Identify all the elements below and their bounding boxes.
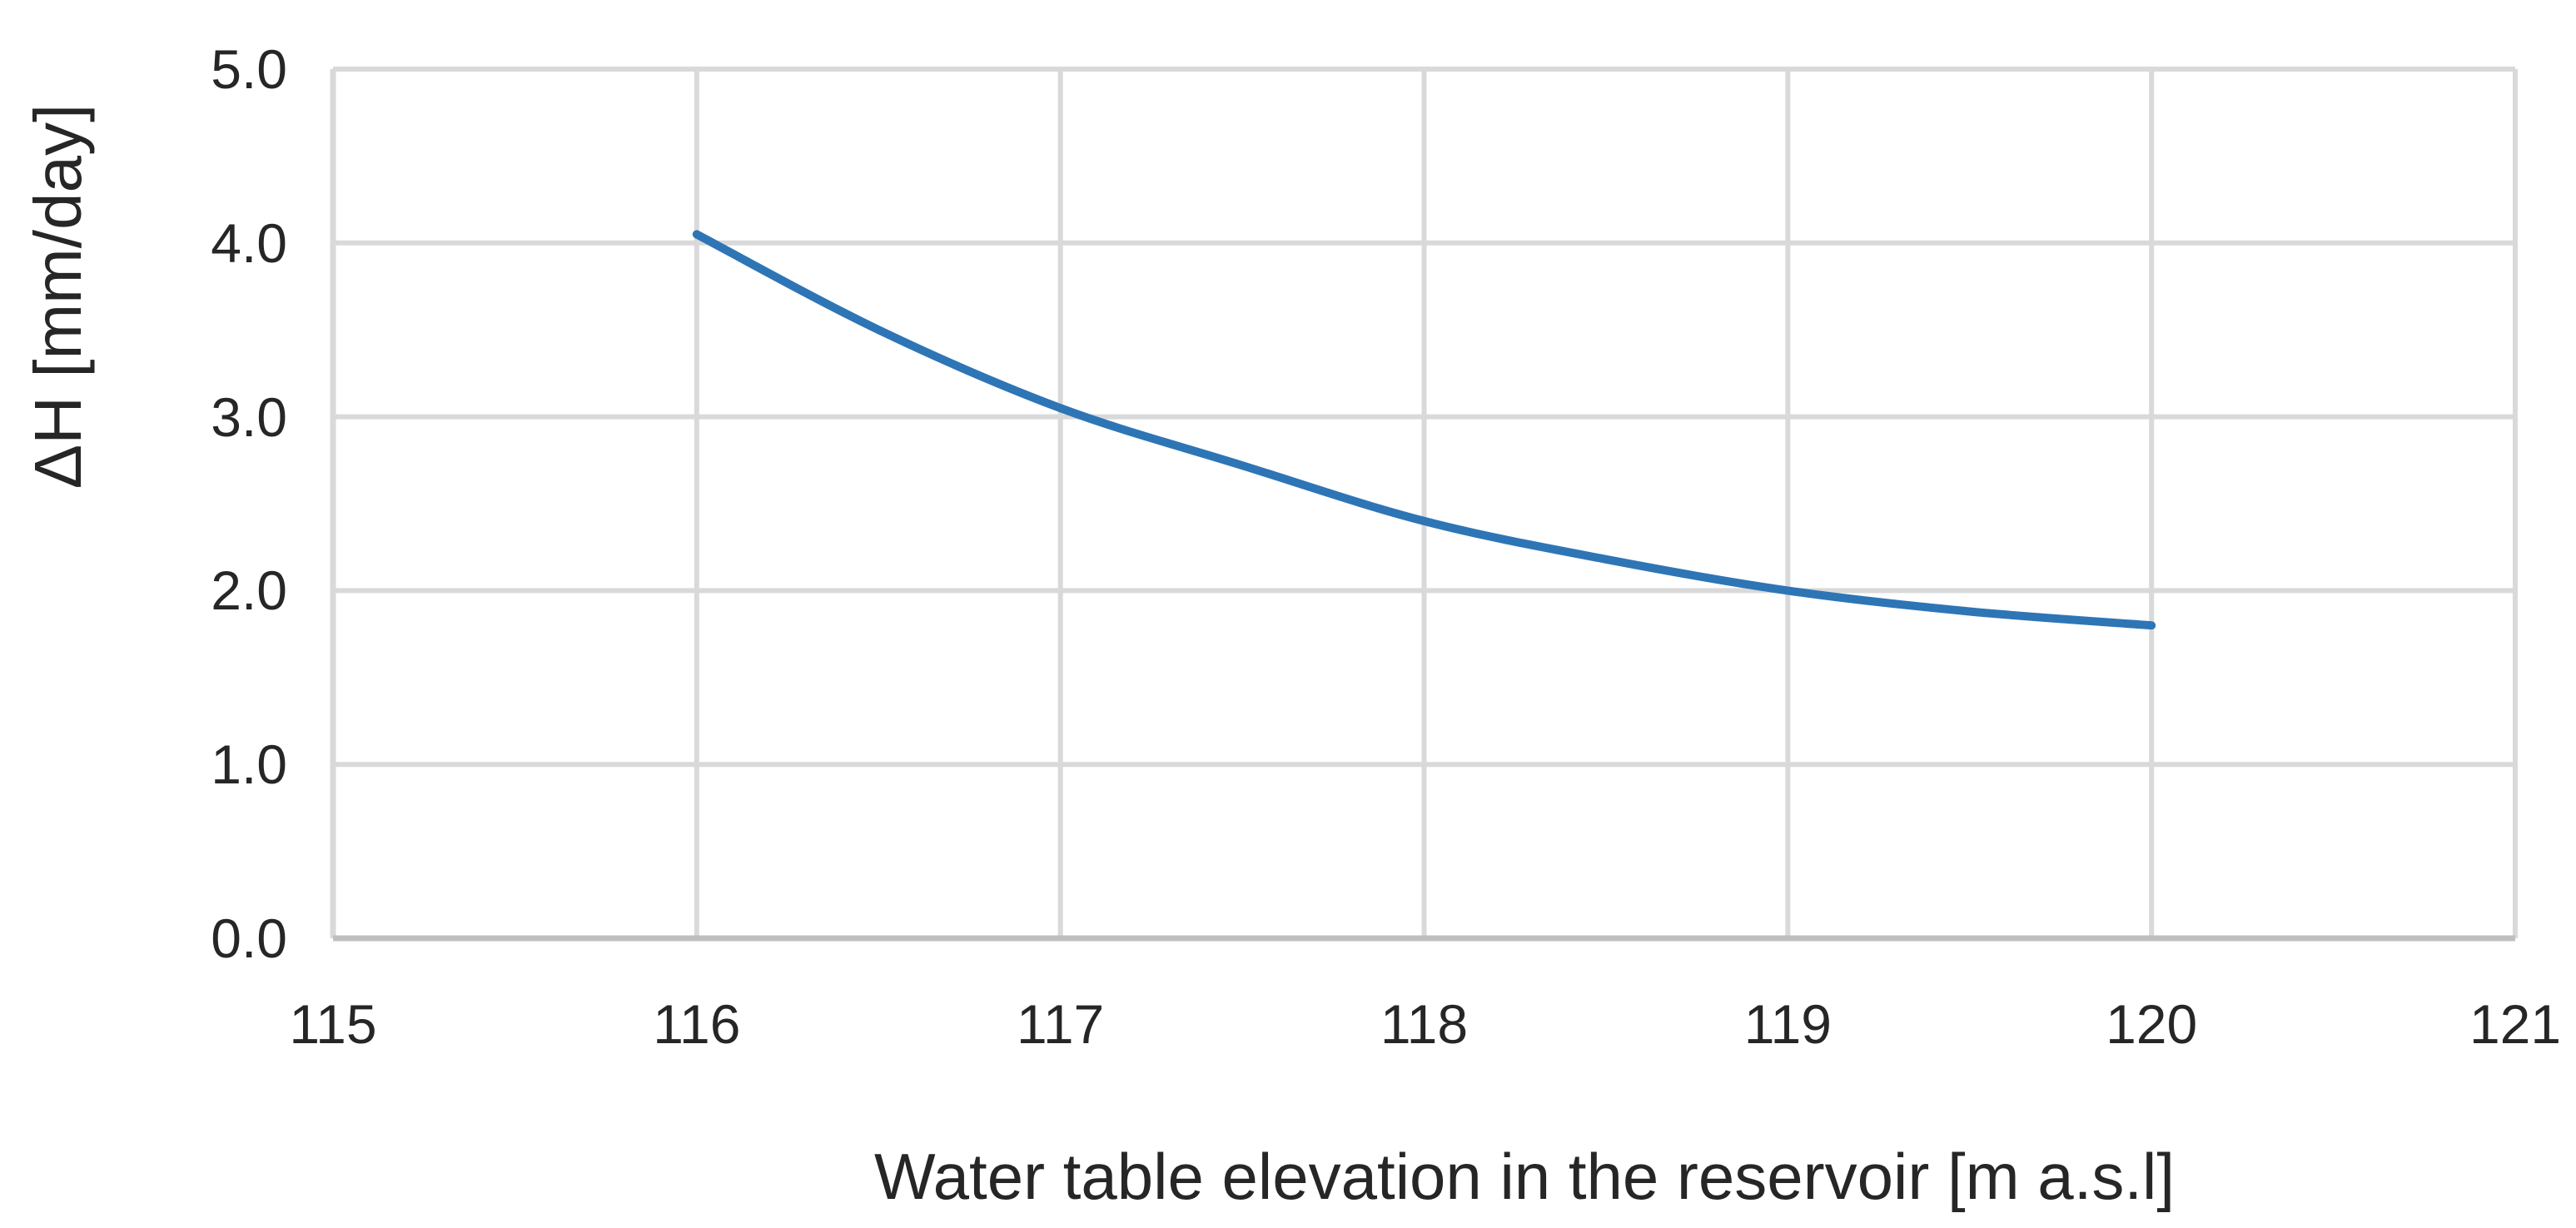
y-tick-label: 0.0 [211, 907, 287, 969]
y-tick-label: 4.0 [211, 211, 287, 274]
x-tick-label: 120 [2106, 993, 2198, 1055]
y-axis-title: ΔH [mm/day] [21, 103, 95, 490]
series-line [692, 230, 2156, 630]
y-tick-label: 5.0 [211, 38, 287, 100]
x-tick-label: 117 [1017, 993, 1105, 1055]
y-tick-label: 2.0 [211, 559, 287, 622]
y-tick-label: 3.0 [211, 385, 287, 448]
x-tick-label: 115 [289, 993, 377, 1055]
x-tick-label: 119 [1743, 993, 1832, 1055]
x-tick-label: 121 [2469, 993, 2562, 1055]
x-tick-label: 118 [1380, 993, 1469, 1055]
x-tick-label: 116 [653, 993, 741, 1055]
y-tick-label: 1.0 [211, 733, 287, 796]
x-axis-title: Water table elevation in the reservoir [… [873, 1140, 2176, 1213]
